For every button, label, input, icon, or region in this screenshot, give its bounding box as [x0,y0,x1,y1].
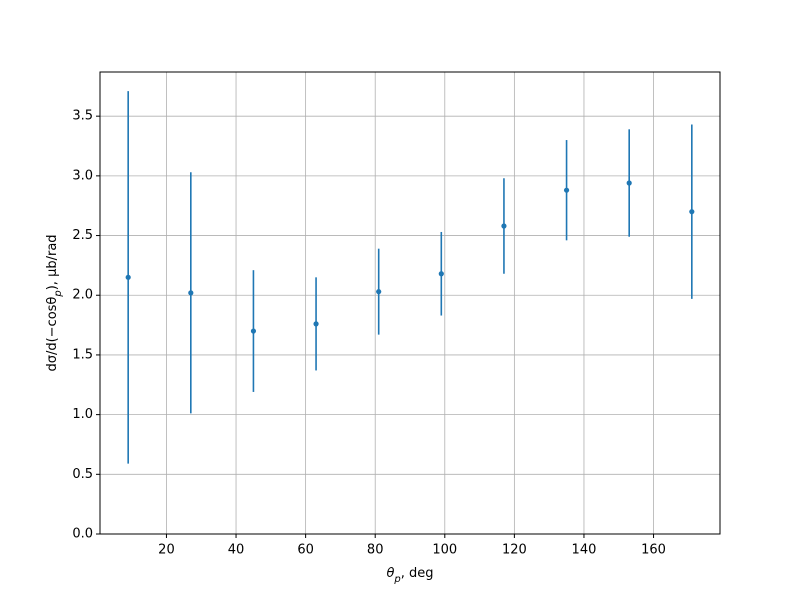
label-part: , deg [401,566,434,581]
x-tick-label: 140 [572,543,597,558]
data-point [313,321,319,327]
x-tick-label: 60 [297,543,314,558]
y-tick-label: 1.0 [72,407,93,422]
x-tick-label: 120 [502,543,527,558]
plot-area [125,91,695,464]
y-tick-label: 1.5 [72,347,93,362]
data-point [376,289,382,295]
label-part: p [53,290,64,297]
x-axis-label: θp, deg [386,566,433,585]
y-tick-label: 2.5 [72,228,93,243]
label-part: dσ/d(−cosθ [45,297,60,372]
y-tick-label: 0.0 [72,527,93,542]
data-point [188,290,194,296]
axes-frame [99,71,721,535]
data-point [689,209,695,215]
ticks: 20 40 60 80 100 120 140 160 0.0 0.5 1.0 1.5 2.0 2.5 3.… [72,109,666,558]
y-axis-label: dσ/d(−cosθp), μb/rad [45,234,64,371]
x-tick-label: 160 [641,543,666,558]
y-tick-label: 3.0 [72,168,93,183]
y-tick-label: 3.5 [72,109,93,124]
data-point [501,223,507,229]
label-part: θ [386,566,394,581]
x-tick-label: 20 [158,543,175,558]
grid [100,72,720,535]
data-point [125,274,131,280]
x-tick-label: 80 [367,543,384,558]
x-tick-label: 40 [228,543,245,558]
data-point [563,187,570,193]
label-part: p [393,574,400,585]
label-part: ), μb/rad [45,234,60,290]
y-tick-label: 2.0 [72,288,93,303]
x-tick-label: 100 [432,543,457,558]
data-point [438,271,444,277]
y-tick-label: 0.5 [72,467,93,482]
data-point [250,328,257,334]
data-point [626,180,632,186]
